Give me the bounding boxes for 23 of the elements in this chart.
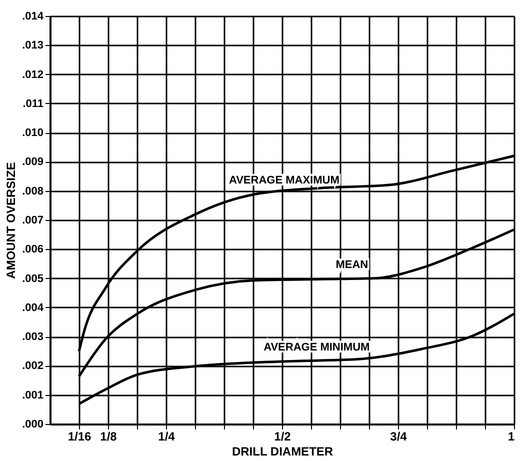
y-tick-label: .009 (22, 156, 44, 168)
y-tick-label: .012 (22, 68, 44, 81)
x-tick-label: 3/4 (390, 430, 408, 444)
y-tick-label: .013 (22, 40, 44, 52)
y-tick-label: .011 (22, 98, 44, 110)
x-tick-label: 1/16 (68, 430, 92, 444)
y-tick-label: .008 (22, 185, 44, 198)
x-tick-label: 1/2 (274, 430, 292, 444)
y-tick-label: .007 (22, 214, 44, 226)
y-tick-label: .010 (22, 127, 44, 140)
y-tick-label: .005 (22, 272, 44, 285)
y-tick-label: .004 (22, 302, 44, 314)
y-tick-label: .002 (22, 360, 44, 372)
x-tick-label: 1/4 (158, 430, 176, 444)
y-tick-label: .000 (22, 418, 44, 430)
x-axis-title: DRILL DIAMETER (232, 444, 334, 458)
y-axis-title: AMOUNT OVERSIZE (4, 162, 18, 279)
y-tick-label: .006 (22, 244, 44, 256)
x-tick-label: 1 (508, 430, 515, 444)
y-tick-label: .001 (22, 389, 44, 402)
x-tick-label: 1/8 (100, 430, 118, 444)
y-tick-label: .014 (22, 10, 44, 22)
y-tick-label: .003 (22, 331, 44, 344)
